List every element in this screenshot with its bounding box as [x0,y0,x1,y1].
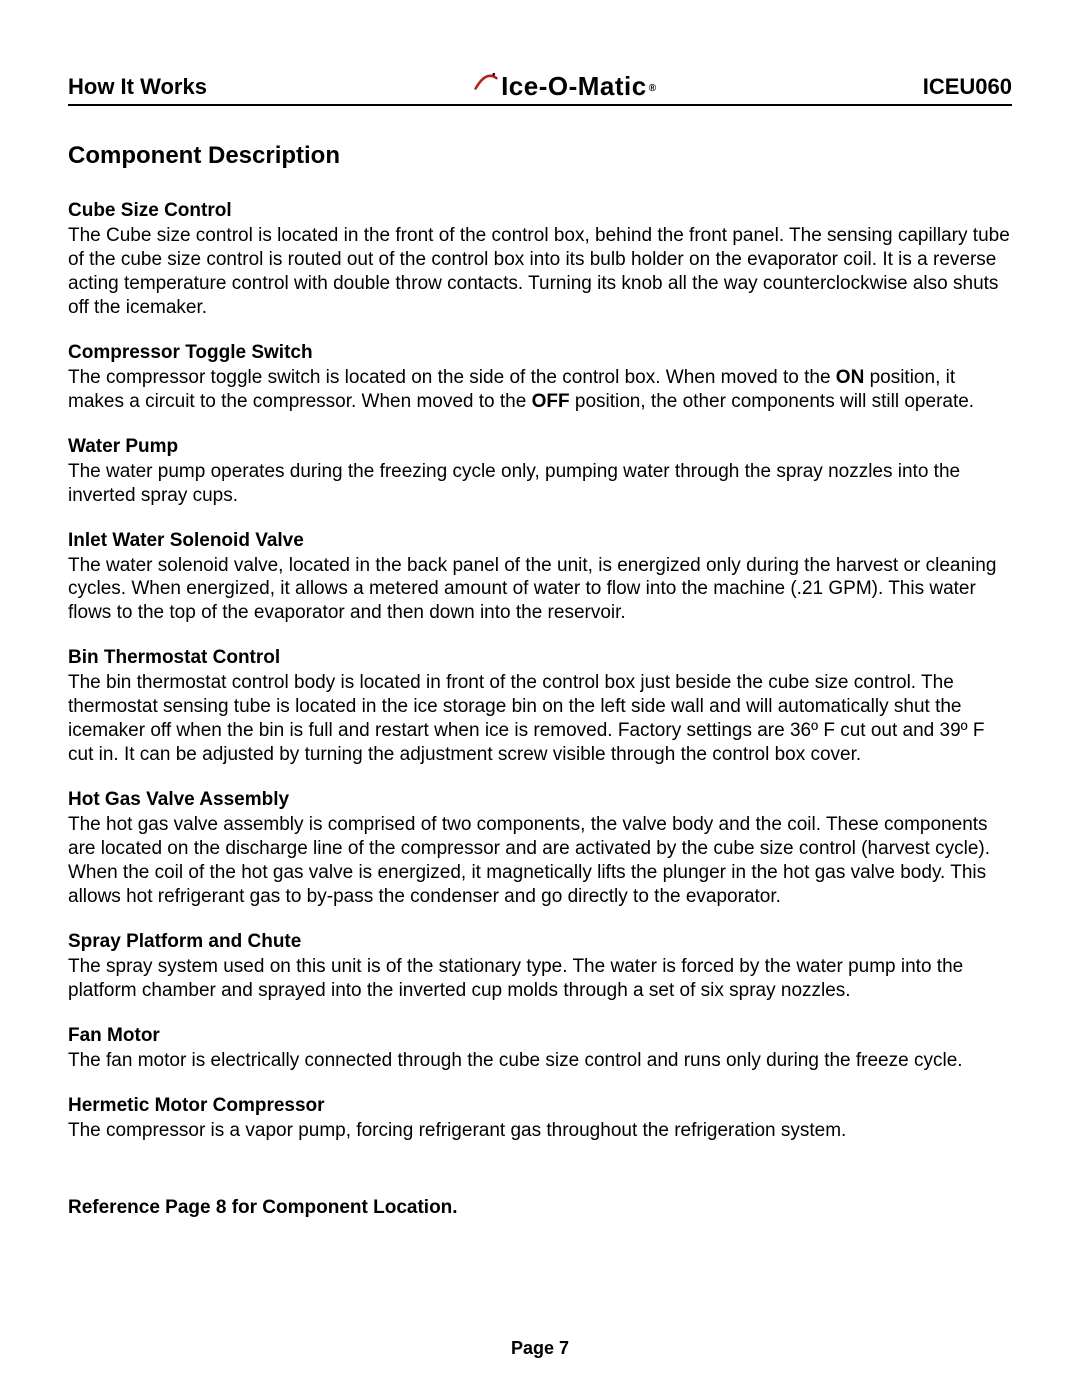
section-heading: Hermetic Motor Compressor [68,1095,1012,1117]
section-body: The Cube size control is located in the … [68,224,1012,320]
section-body: The compressor toggle switch is located … [68,366,1012,414]
section: Hot Gas Valve AssemblyThe hot gas valve … [68,789,1012,909]
section: Bin Thermostat ControlThe bin thermostat… [68,647,1012,767]
page-number: Page 7 [0,1338,1080,1359]
section-heading: Fan Motor [68,1025,1012,1047]
section: Hermetic Motor CompressorThe compressor … [68,1095,1012,1143]
brand-text: Ice-O-Matic [501,71,647,102]
section-body: The water solenoid valve, located in the… [68,554,1012,626]
document-page: How It Works Ice-O-Matic ® ICEU060 Compo… [0,0,1080,1397]
section-heading: Inlet Water Solenoid Valve [68,530,1012,552]
section-heading: Bin Thermostat Control [68,647,1012,669]
header-rule: How It Works Ice-O-Matic ® ICEU060 [68,68,1012,106]
section-body: The spray system used on this unit is of… [68,955,1012,1003]
section: Compressor Toggle SwitchThe compressor t… [68,342,1012,414]
section: Spray Platform and ChuteThe spray system… [68,931,1012,1003]
section-body: The compressor is a vapor pump, forcing … [68,1119,1012,1143]
section-heading: Water Pump [68,436,1012,458]
section-body: The fan motor is electrically connected … [68,1049,1012,1073]
section-heading: Cube Size Control [68,200,1012,222]
section-body: The hot gas valve assembly is comprised … [68,813,1012,909]
brand-logo: Ice-O-Matic ® [473,69,657,102]
section-heading: Hot Gas Valve Assembly [68,789,1012,811]
section: Inlet Water Solenoid ValveThe water sole… [68,530,1012,626]
header-section-title: How It Works [68,74,207,102]
page-title: Component Description [68,142,1012,170]
swoosh-icon [473,69,499,95]
registered-icon: ® [649,83,657,94]
header-logo-wrap: Ice-O-Matic ® [207,69,923,102]
section: Cube Size ControlThe Cube size control i… [68,200,1012,320]
sections-container: Cube Size ControlThe Cube size control i… [68,200,1012,1143]
header-model: ICEU060 [923,74,1012,102]
section-heading: Spray Platform and Chute [68,931,1012,953]
section: Fan MotorThe fan motor is electrically c… [68,1025,1012,1073]
section-body: The water pump operates during the freez… [68,460,1012,508]
section: Water PumpThe water pump operates during… [68,436,1012,508]
section-heading: Compressor Toggle Switch [68,342,1012,364]
section-body: The bin thermostat control body is locat… [68,671,1012,767]
reference-note: Reference Page 8 for Component Location. [68,1197,1012,1219]
